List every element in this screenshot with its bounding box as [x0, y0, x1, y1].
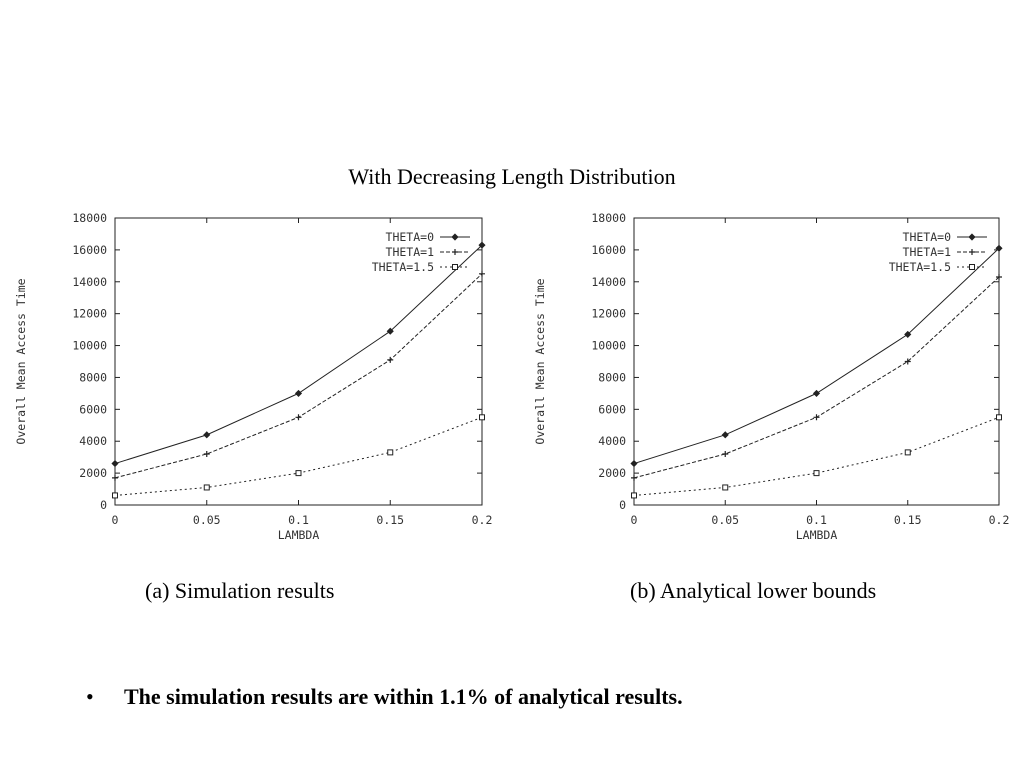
chart-b-ytick-label: 2000 — [598, 466, 626, 480]
chart-b-xtick-label: 0.05 — [711, 513, 739, 527]
chart-a-xtick-label: 0.1 — [288, 513, 309, 527]
chart-b-ytick-label: 16000 — [591, 243, 626, 257]
chart-b-series-2-point — [631, 492, 637, 499]
chart-a-legend-label: THETA=1 — [386, 245, 435, 259]
chart-a-series-0-point — [386, 327, 394, 335]
chart-b-legend-marker — [969, 249, 975, 255]
bullet-marker: • — [86, 684, 94, 709]
chart-b-series-0-point — [812, 389, 821, 397]
chart-a-ytick-label: 16000 — [72, 243, 107, 257]
chart-b-series-2-point — [904, 449, 911, 456]
chart-a-series-1-point — [295, 414, 302, 421]
chart-a-xtick-label: 0.2 — [472, 513, 493, 527]
chart-b-legend-label: THETA=1 — [903, 245, 952, 259]
chart-b-caption: (b) Analytical lower bounds — [630, 578, 877, 603]
chart-b-xtick-label: 0 — [631, 513, 638, 527]
chart-b-xtick-label: 0.1 — [806, 513, 827, 527]
chart-a-ytick-label: 12000 — [72, 307, 107, 321]
chart-a-xtick-label: 0.15 — [376, 513, 404, 527]
chart-a: 0 2000 4000 6000 8000 10000 12000 14000 16000 180… — [14, 211, 492, 542]
chart-a-ytick-label: 18000 — [72, 211, 107, 225]
chart-a-series-0-point — [111, 459, 119, 468]
chart-a-ytick-label: 8000 — [79, 370, 107, 384]
bullet-point: • The simulation results are within 1.1% … — [86, 684, 683, 710]
chart-a-series-2-point — [112, 492, 118, 499]
chart-a-xtick-label: 0.05 — [193, 513, 221, 527]
chart-b-ytick-label: 8000 — [598, 370, 626, 384]
chart-b-series-1-point — [904, 358, 911, 365]
chart-a-series-0-point — [294, 389, 303, 397]
bullet-text: The simulation results are within 1.1% o… — [124, 684, 683, 709]
chart-a-series-1-point — [479, 270, 485, 277]
chart-a-xtick-label: 0 — [112, 513, 119, 527]
chart-b-series-0-point — [721, 431, 729, 439]
chart-b-ylabel: Overall Mean Access Time — [533, 278, 547, 444]
chart-a-caption: (a) Simulation results — [145, 578, 335, 603]
chart-a-legend-label: THETA=1.5 — [372, 260, 434, 274]
chart-a-series-1-point — [203, 450, 210, 457]
chart-b-legend-marker — [969, 264, 975, 270]
chart-a-legend-marker — [452, 264, 458, 270]
chart-b-legend-marker — [968, 233, 976, 241]
chart-a-legend-label: THETA=0 — [386, 230, 435, 244]
chart-a-ytick-label: 14000 — [72, 275, 107, 289]
chart-a-series-line-0 — [114, 244, 483, 465]
chart-b-legend-label: THETA=1.5 — [889, 260, 951, 274]
chart-b-series-1-point — [631, 474, 637, 481]
chart-a-series-2-point — [295, 470, 302, 477]
chart-b-xlabel: LAMBDA — [796, 528, 838, 542]
chart-a-series-2-point — [479, 414, 485, 421]
chart-a-series-2-point — [387, 449, 394, 456]
chart-b-ytick-label: 10000 — [591, 339, 626, 353]
chart-a-series-1-point — [112, 474, 118, 481]
chart-a-series-2-point — [203, 484, 210, 491]
chart-a-series-line-1 — [114, 273, 483, 479]
chart-a-legend-marker — [452, 249, 458, 255]
chart-b-xtick-label: 0.15 — [894, 513, 922, 527]
chart-b-series-1-point — [813, 414, 820, 421]
chart-b-series-2-point — [722, 484, 729, 491]
chart-b-series-2-point — [996, 414, 1002, 421]
chart-a-series-0-point — [478, 241, 486, 249]
chart-a-ytick-label: 6000 — [79, 402, 107, 416]
chart-b-series-0-point — [904, 330, 912, 338]
chart-b-ytick-label: 4000 — [598, 434, 626, 448]
chart-b: 0 2000 4000 6000 8000 10000 12000 14000 16000 180… — [533, 211, 1009, 542]
chart-a-xlabel: LAMBDA — [278, 528, 320, 542]
chart-a-series-0-point — [203, 431, 211, 439]
chart-b-series-line-0 — [633, 247, 1000, 465]
chart-a-ytick-label: 0 — [100, 498, 107, 512]
chart-b-xtick-label: 0.2 — [989, 513, 1010, 527]
chart-b-series-1-point — [996, 273, 1002, 280]
chart-b-series-0-point — [630, 459, 638, 468]
chart-a-series-line-2 — [114, 416, 483, 496]
chart-a-series-1-point — [387, 356, 394, 363]
chart-a-legend-marker — [451, 233, 459, 241]
chart-b-series-line-2 — [633, 416, 1000, 496]
chart-b-ytick-label: 6000 — [598, 402, 626, 416]
chart-b-series-1-point — [722, 450, 729, 457]
figure-title: With Decreasing Length Distribution — [348, 164, 676, 189]
chart-a-ylabel: Overall Mean Access Time — [14, 278, 28, 444]
chart-b-legend-label: THETA=0 — [903, 230, 952, 244]
chart-b-ytick-label: 18000 — [591, 211, 626, 225]
chart-b-ytick-label: 14000 — [591, 275, 626, 289]
chart-a-ytick-label: 10000 — [72, 339, 107, 353]
chart-b-ytick-label: 0 — [619, 498, 626, 512]
chart-a-ytick-label: 4000 — [79, 434, 107, 448]
chart-a-ytick-label: 2000 — [79, 466, 107, 480]
chart-b-series-0-point — [995, 244, 1003, 252]
chart-b-series-line-1 — [633, 276, 1000, 479]
chart-b-series-2-point — [813, 470, 820, 477]
chart-b-ytick-label: 12000 — [591, 307, 626, 321]
